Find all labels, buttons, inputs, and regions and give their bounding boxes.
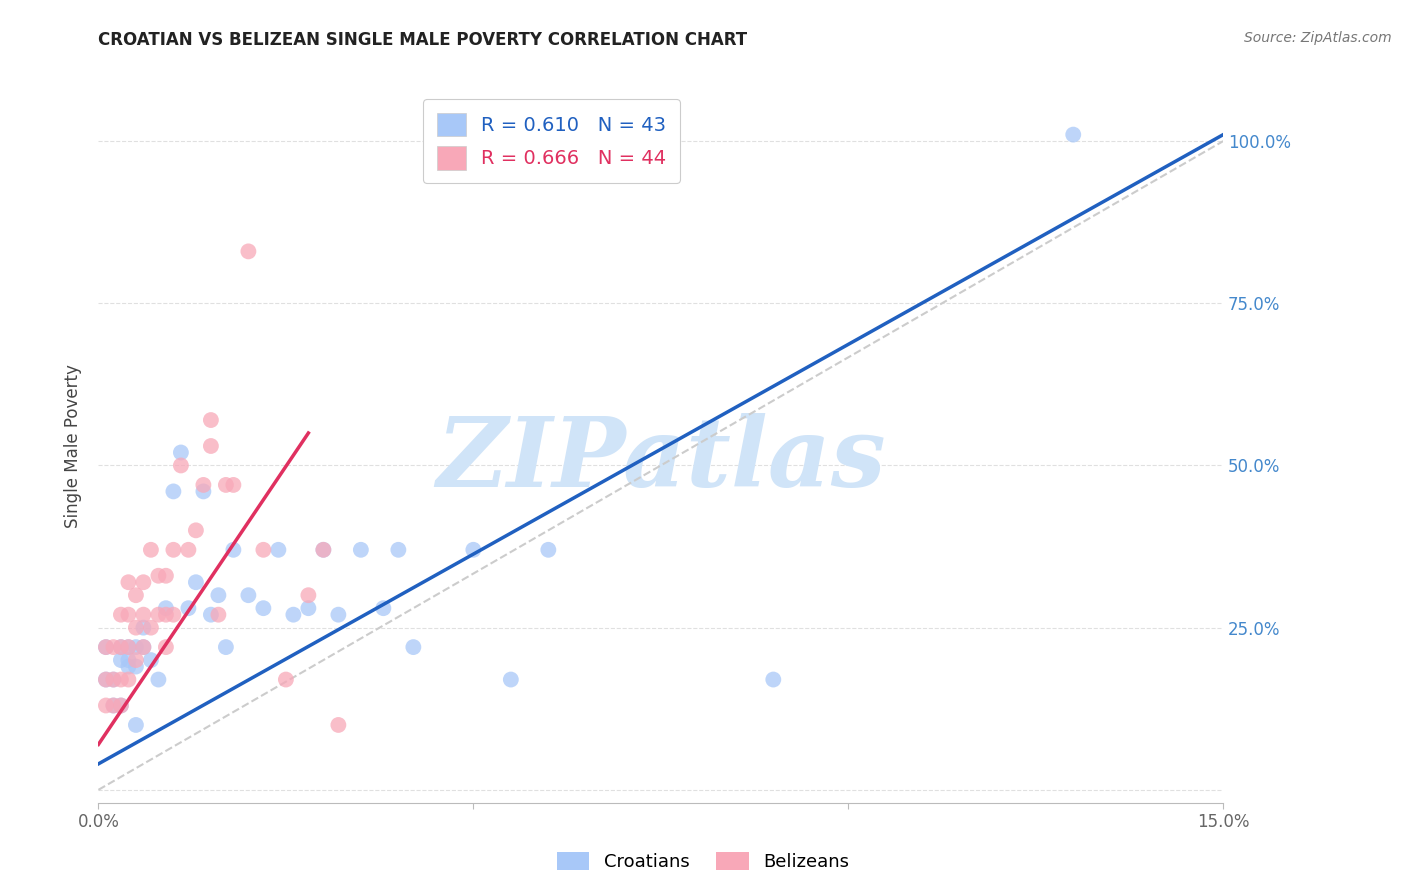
Point <box>103 673 125 687</box>
Point <box>222 478 245 492</box>
Point <box>110 607 132 622</box>
Point <box>200 607 222 622</box>
Point <box>387 542 409 557</box>
Point <box>117 575 139 590</box>
Text: ZIPatlas: ZIPatlas <box>436 413 886 508</box>
Point <box>139 542 162 557</box>
Point <box>117 640 139 654</box>
Point <box>103 640 125 654</box>
Point <box>103 673 125 687</box>
Point <box>139 653 162 667</box>
Point <box>297 588 319 602</box>
Point <box>207 607 229 622</box>
Point <box>117 640 139 654</box>
Point <box>238 588 260 602</box>
Point <box>148 607 170 622</box>
Point <box>312 542 335 557</box>
Point <box>184 575 207 590</box>
Point <box>170 458 193 473</box>
Point <box>762 673 785 687</box>
Point <box>94 640 117 654</box>
Point <box>155 640 177 654</box>
Text: CROATIAN VS BELIZEAN SINGLE MALE POVERTY CORRELATION CHART: CROATIAN VS BELIZEAN SINGLE MALE POVERTY… <box>98 31 748 49</box>
Point <box>117 659 139 673</box>
Point <box>274 673 297 687</box>
Point <box>94 673 117 687</box>
Point <box>537 542 560 557</box>
Point <box>110 640 132 654</box>
Point <box>132 575 155 590</box>
Point <box>125 659 148 673</box>
Point <box>350 542 373 557</box>
Point <box>328 718 350 732</box>
Point <box>1062 128 1084 142</box>
Point <box>207 588 229 602</box>
Point <box>125 588 148 602</box>
Point <box>162 607 184 622</box>
Point <box>94 640 117 654</box>
Point <box>125 718 148 732</box>
Point <box>110 653 132 667</box>
Point <box>177 542 200 557</box>
Legend: R = 0.610   N = 43, R = 0.666   N = 44: R = 0.610 N = 43, R = 0.666 N = 44 <box>423 99 681 184</box>
Point <box>222 542 245 557</box>
Point <box>312 542 335 557</box>
Point <box>110 698 132 713</box>
Point <box>155 568 177 582</box>
Point <box>238 244 260 259</box>
Point <box>402 640 425 654</box>
Point <box>94 698 117 713</box>
Point <box>117 607 139 622</box>
Point <box>155 607 177 622</box>
Point <box>252 542 274 557</box>
Point <box>132 607 155 622</box>
Point <box>148 568 170 582</box>
Y-axis label: Single Male Poverty: Single Male Poverty <box>65 364 83 528</box>
Point <box>132 621 155 635</box>
Point <box>139 621 162 635</box>
Point <box>283 607 305 622</box>
Text: Source: ZipAtlas.com: Source: ZipAtlas.com <box>1244 31 1392 45</box>
Point <box>170 445 193 459</box>
Point <box>200 439 222 453</box>
Point <box>110 698 132 713</box>
Point <box>297 601 319 615</box>
Point <box>177 601 200 615</box>
Point <box>148 673 170 687</box>
Point <box>125 653 148 667</box>
Point <box>117 673 139 687</box>
Point <box>103 698 125 713</box>
Point <box>103 698 125 713</box>
Point <box>193 484 215 499</box>
Point <box>200 413 222 427</box>
Point <box>463 542 485 557</box>
Point <box>110 673 132 687</box>
Point <box>125 640 148 654</box>
Point <box>267 542 290 557</box>
Point <box>373 601 395 615</box>
Point <box>162 542 184 557</box>
Point <box>110 640 132 654</box>
Point <box>499 673 522 687</box>
Point <box>215 640 238 654</box>
Point <box>132 640 155 654</box>
Point <box>155 601 177 615</box>
Point <box>215 478 238 492</box>
Point <box>162 484 184 499</box>
Point <box>94 673 117 687</box>
Point <box>193 478 215 492</box>
Point <box>184 524 207 538</box>
Legend: Croatians, Belizeans: Croatians, Belizeans <box>550 845 856 879</box>
Point <box>117 653 139 667</box>
Point <box>328 607 350 622</box>
Point <box>125 621 148 635</box>
Point <box>252 601 274 615</box>
Point <box>132 640 155 654</box>
